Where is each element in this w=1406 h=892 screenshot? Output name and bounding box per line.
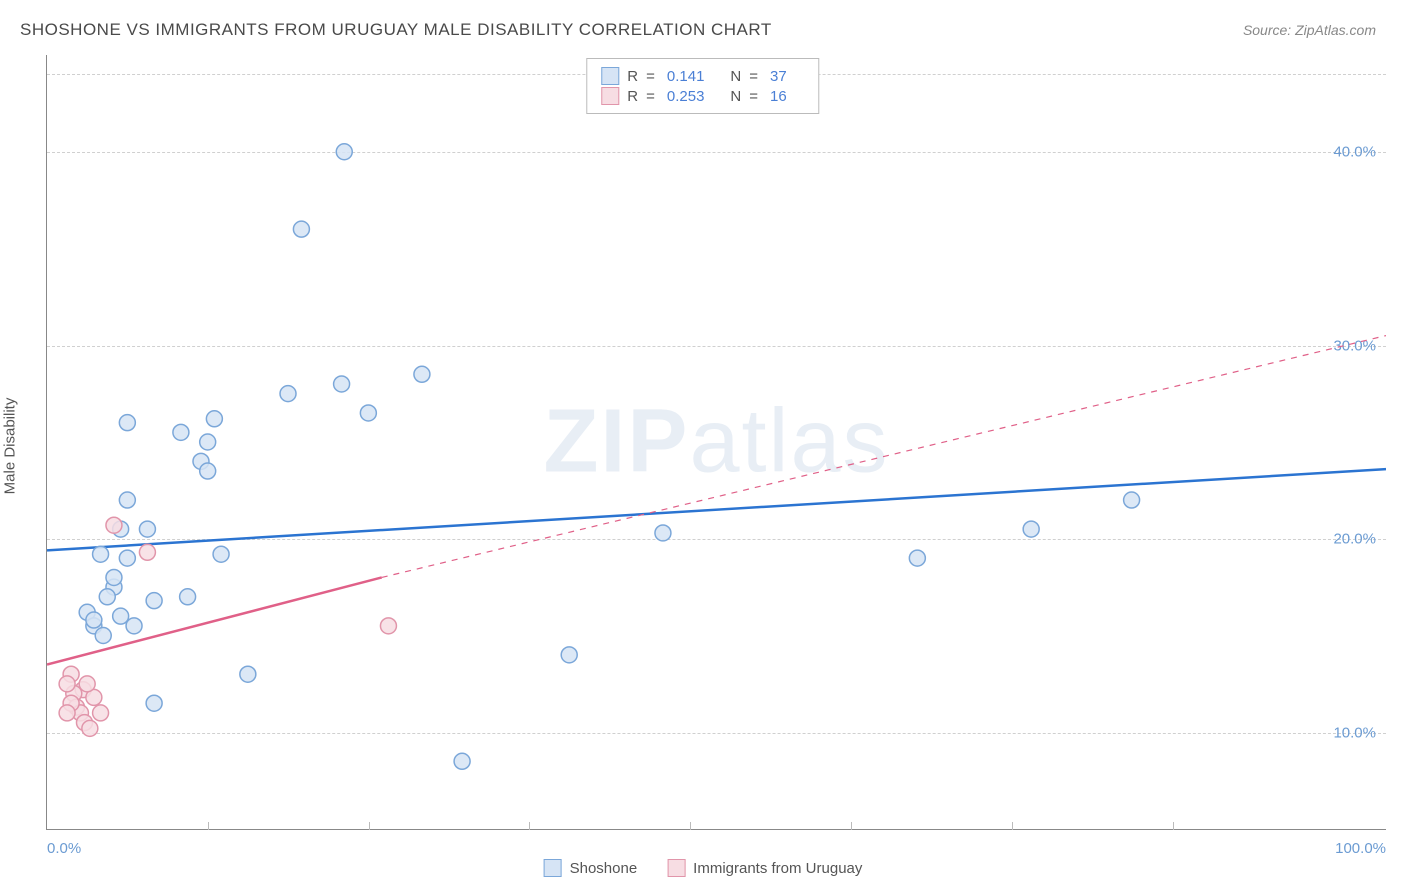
data-point xyxy=(1124,492,1140,508)
swatch-uruguay xyxy=(601,87,619,105)
series-legend: Shoshone Immigrants from Uruguay xyxy=(544,859,863,877)
chart-title: SHOSHONE VS IMMIGRANTS FROM URUGUAY MALE… xyxy=(20,20,772,40)
legend-row-shoshone: R = 0.141 N = 37 xyxy=(601,67,804,85)
legend-label: Shoshone xyxy=(570,860,638,877)
data-point xyxy=(99,589,115,605)
data-point xyxy=(206,411,222,427)
data-point xyxy=(360,405,376,421)
data-point xyxy=(180,589,196,605)
legend-item-shoshone: Shoshone xyxy=(544,859,638,877)
data-point xyxy=(86,612,102,628)
data-point xyxy=(139,521,155,537)
data-point xyxy=(1023,521,1039,537)
data-point xyxy=(119,492,135,508)
source-attribution: Source: ZipAtlas.com xyxy=(1243,22,1376,38)
data-point xyxy=(59,676,75,692)
data-point xyxy=(655,525,671,541)
data-point xyxy=(113,608,129,624)
data-point xyxy=(909,550,925,566)
data-point xyxy=(106,517,122,533)
x-tick-label: 100.0% xyxy=(1335,840,1386,857)
data-point xyxy=(119,415,135,431)
data-point xyxy=(173,424,189,440)
data-point xyxy=(146,695,162,711)
r-value-uruguay: 0.253 xyxy=(667,88,705,105)
data-point xyxy=(82,720,98,736)
data-point xyxy=(280,386,296,402)
swatch-shoshone xyxy=(601,67,619,85)
legend-row-uruguay: R = 0.253 N = 16 xyxy=(601,87,804,105)
data-point xyxy=(380,618,396,634)
data-point xyxy=(240,666,256,682)
data-point xyxy=(200,463,216,479)
chart-plot-area: ZIPatlas 10.0%20.0%30.0%40.0%0.0%100.0% xyxy=(46,55,1386,830)
data-point xyxy=(293,221,309,237)
data-point xyxy=(139,544,155,560)
data-point xyxy=(561,647,577,663)
eq-sign: = xyxy=(646,88,655,105)
eq-sign: = xyxy=(749,68,758,85)
data-point xyxy=(79,676,95,692)
data-point xyxy=(414,366,430,382)
data-point xyxy=(95,628,111,644)
swatch-uruguay xyxy=(667,859,685,877)
data-point xyxy=(93,705,109,721)
correlation-legend: R = 0.141 N = 37 R = 0.253 N = 16 xyxy=(586,58,819,114)
legend-item-uruguay: Immigrants from Uruguay xyxy=(667,859,862,877)
r-value-shoshone: 0.141 xyxy=(667,68,705,85)
n-value-uruguay: 16 xyxy=(770,88,787,105)
data-point xyxy=(126,618,142,634)
r-label: R xyxy=(627,68,638,85)
r-label: R xyxy=(627,88,638,105)
data-point xyxy=(59,705,75,721)
n-label: N xyxy=(730,68,741,85)
data-point xyxy=(93,546,109,562)
n-value-shoshone: 37 xyxy=(770,68,787,85)
n-label: N xyxy=(730,88,741,105)
eq-sign: = xyxy=(646,68,655,85)
data-point xyxy=(213,546,229,562)
data-point xyxy=(336,144,352,160)
eq-sign: = xyxy=(749,88,758,105)
trend-line xyxy=(47,469,1386,550)
data-point xyxy=(146,593,162,609)
scatter-plot-svg xyxy=(47,55,1386,829)
y-axis-label: Male Disability xyxy=(2,398,19,495)
data-point xyxy=(200,434,216,450)
trend-line-extrapolated xyxy=(382,336,1386,578)
x-tick-label: 0.0% xyxy=(47,840,81,857)
swatch-shoshone xyxy=(544,859,562,877)
legend-label: Immigrants from Uruguay xyxy=(693,860,862,877)
data-point xyxy=(334,376,350,392)
data-point xyxy=(106,569,122,585)
data-point xyxy=(119,550,135,566)
data-point xyxy=(454,753,470,769)
